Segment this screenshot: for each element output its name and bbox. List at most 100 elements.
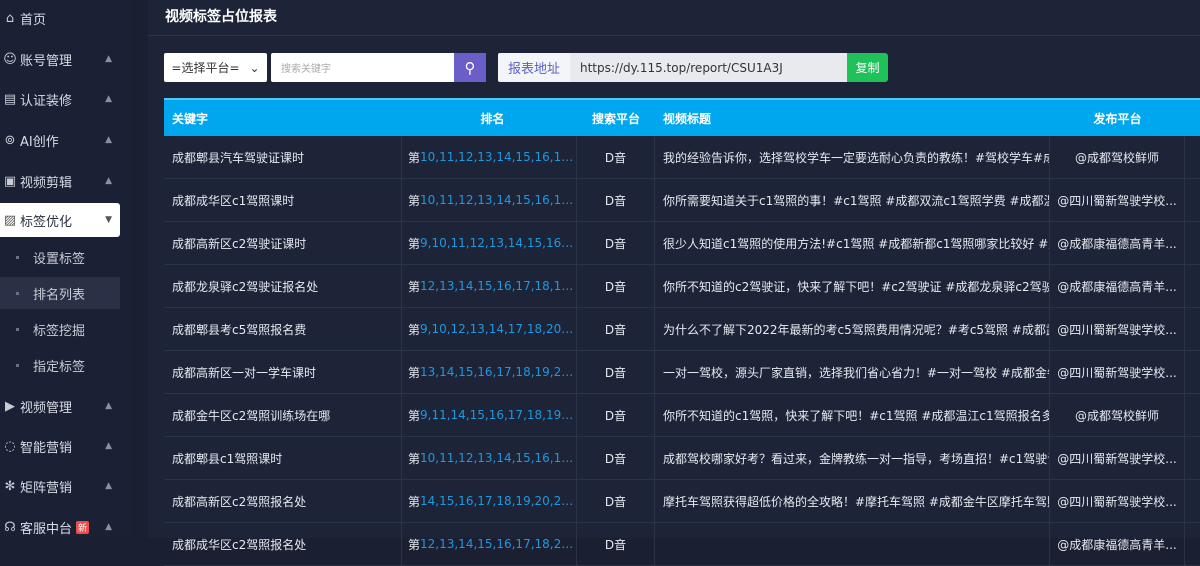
rank-values: 13,14,15,16,17,18,19,20,2... bbox=[420, 365, 576, 379]
publisher-name[interactable]: @成都驾校鲜师 bbox=[1074, 150, 1159, 165]
new-badge: 新 bbox=[76, 520, 90, 534]
sidebar-item-0[interactable]: ⌂ 首页 bbox=[0, 1, 120, 35]
publisher-name[interactable]: @四川蜀新驾驶学校... bbox=[1057, 322, 1177, 337]
caret-up-icon: ▲ bbox=[105, 522, 112, 532]
table-row[interactable]: 成都郫县c1驾照课时 第 10,11,12,13,14,15,16,17,1...… bbox=[164, 437, 1200, 480]
sidebar-item-8[interactable]: ✻ 矩阵营销 ▲ bbox=[0, 469, 120, 503]
rank-values: 9,10,12,13,14,17,18,20,21,... bbox=[420, 322, 576, 336]
cell-title: 你所不知道的c1驾照，快来了解下吧！#c1驾照 #成都温江c1驾照报名多少钱 bbox=[655, 394, 1050, 436]
page-title: 视频标签占位报表 bbox=[165, 9, 277, 25]
search-icon: ⚲ bbox=[464, 58, 476, 77]
sidebar-item-2[interactable]: ▤ 认证装修 ▲ bbox=[0, 82, 120, 116]
publisher-name[interactable]: @成都康福德高青羊... bbox=[1057, 279, 1177, 294]
submenu-label: 指定标签 bbox=[33, 359, 86, 375]
submenu-item-0[interactable]: 设置标签 bbox=[0, 241, 120, 273]
cell-keyword: 成都高新区c2驾照报名处 bbox=[164, 480, 402, 522]
sidebar-item-label: 视频剪辑 bbox=[20, 175, 73, 191]
cell-rank: 第 12,13,14,15,16,17,18,21,2... bbox=[402, 523, 577, 565]
submenu-item-1[interactable]: 排名列表 bbox=[0, 277, 120, 309]
chat-icon: ◌ bbox=[4, 438, 16, 454]
video-title: 你所不知道的c1驾照，快来了解下吧！#c1驾照 #成都温江c1驾照报名多少钱 bbox=[663, 408, 1049, 423]
cell-keyword: 成都郫县c1驾照课时 bbox=[164, 437, 402, 479]
publisher-name[interactable]: @成都驾校鲜师 bbox=[1074, 408, 1159, 423]
platform-select[interactable]: =选择平台= ⌄ bbox=[164, 53, 267, 82]
cell-platform: D音 bbox=[577, 437, 655, 479]
ai-icon: ⊚ bbox=[4, 132, 16, 148]
sidebar-item-6[interactable]: ▶ 视频管理 ▲ bbox=[0, 389, 120, 423]
cell-publisher: @成都驾校鲜师 bbox=[1050, 394, 1185, 436]
main-panel: 视频标签占位报表 =选择平台= ⌄ 搜索关键字 ⚲ 报表地址 https://dy… bbox=[148, 0, 1200, 566]
publisher-name[interactable]: @四川蜀新驾驶学校... bbox=[1057, 365, 1177, 380]
header-platform[interactable]: 搜索平台 bbox=[591, 111, 640, 126]
search-button[interactable]: ⚲ bbox=[454, 53, 486, 82]
publisher-name[interactable]: @成都康福德高青羊... bbox=[1057, 236, 1177, 251]
table-row[interactable]: 成都郫县考c5驾照报名费 第9,10,12,13,14,17,18,20,21,… bbox=[164, 308, 1200, 351]
table-header: 关键字 排名 搜索平台 视频标题 发布平台 bbox=[164, 98, 1200, 136]
header-rank[interactable]: 排名 bbox=[480, 111, 505, 126]
header-keyword[interactable]: 关键字 bbox=[172, 111, 209, 126]
video-title: 很少人知道c1驾照的使用方法!#c1驾照 #成都新都c1驾照哪家比较好 #成都青 bbox=[663, 236, 1049, 251]
cell-keyword: 成都龙泉驿c2驾驶证报名处 bbox=[164, 265, 402, 307]
rank-prefix: 第 bbox=[408, 537, 421, 552]
cell-keyword: 成都郫县考c5驾照报名费 bbox=[164, 308, 402, 350]
table-row[interactable]: 成都成华区c2驾照报名处 第 12,13,14,15,16,17,18,21,2.… bbox=[164, 523, 1200, 566]
sidebar-item-label: 客服中台 bbox=[20, 521, 73, 537]
copy-button[interactable]: 复制 bbox=[847, 53, 888, 82]
rank-values: 12,13,14,15,16,17,18,19,2... bbox=[420, 279, 576, 293]
sidebar-item-9[interactable]: ☊ 客服中台新 ▲ bbox=[0, 510, 120, 544]
report-table: 关键字 排名 搜索平台 视频标题 发布平台 成都郫县汽车驾驶证课时 第 10,11… bbox=[164, 98, 1200, 566]
cell-platform: D音 bbox=[577, 265, 655, 307]
header-title[interactable]: 视频标题 bbox=[663, 111, 712, 126]
publisher-name[interactable]: @成都康福德高青羊... bbox=[1057, 537, 1177, 552]
rank-prefix: 第 bbox=[408, 451, 421, 466]
divider bbox=[148, 35, 1200, 36]
chevron-down-icon: ⌄ bbox=[249, 60, 260, 75]
publisher-name[interactable]: @四川蜀新驾驶学校... bbox=[1057, 193, 1177, 208]
cell-rank: 第 13,14,15,16,17,18,19,20,2... bbox=[402, 351, 577, 393]
cell-rank: 第9,10,11,12,13,14,15,16,17,... bbox=[402, 222, 577, 264]
table-row[interactable]: 成都高新区c2驾驶证课时 第9,10,11,12,13,14,15,16,17,… bbox=[164, 222, 1200, 265]
caret-up-icon: ▲ bbox=[105, 54, 112, 64]
caret-up-icon: ▲ bbox=[105, 401, 112, 411]
rank-values: 10,11,12,13,14,15,16,17,1... bbox=[420, 193, 576, 207]
sidebar-item-7[interactable]: ◌ 智能营销 ▲ bbox=[0, 429, 120, 463]
publisher-name[interactable]: @四川蜀新驾驶学校... bbox=[1057, 451, 1177, 466]
rank-prefix: 第 bbox=[408, 150, 421, 165]
rank-values: 10,11,12,13,14,15,16,17,1... bbox=[420, 150, 576, 164]
users-icon: ☺ bbox=[3, 51, 17, 67]
sidebar-item-4[interactable]: ▣ 视频剪辑 ▲ bbox=[0, 164, 120, 198]
cell-publisher: @成都康福德高青羊... bbox=[1050, 222, 1185, 264]
header-publisher[interactable]: 发布平台 bbox=[1093, 111, 1142, 126]
table-row[interactable]: 成都金牛区c2驾照训练场在哪 第 9,11,14,15,16,17,18,19,2… bbox=[164, 394, 1200, 437]
sidebar-item-5[interactable]: ▨ 标签优化 ▼ bbox=[0, 203, 120, 237]
cell-platform: D音 bbox=[577, 136, 655, 178]
sidebar-item-label: 智能营销 bbox=[20, 440, 73, 456]
table-row[interactable]: 成都郫县汽车驾驶证课时 第 10,11,12,13,14,15,16,17,1..… bbox=[164, 136, 1200, 179]
cell-title: 一对一驾校，源头厂家直销，选择我们省心省力！#一对一驾校 #成都金牛区- bbox=[655, 351, 1050, 393]
cell-publisher: @四川蜀新驾驶学校... bbox=[1050, 308, 1185, 350]
table-row[interactable]: 成都高新区c2驾照报名处 第 14,15,16,17,18,19,20,21,2.… bbox=[164, 480, 1200, 523]
rank-values: 14,15,16,17,18,19,20,21,2... bbox=[420, 494, 576, 508]
table-row[interactable]: 成都成华区c1驾照课时 第 10,11,12,13,14,15,16,17,1..… bbox=[164, 179, 1200, 222]
submenu-item-3[interactable]: 指定标签 bbox=[0, 349, 120, 381]
sidebar-item-3[interactable]: ⊚ AI创作 ▲ bbox=[0, 123, 120, 157]
cell-keyword: 成都成华区c1驾照课时 bbox=[164, 179, 402, 221]
cell-platform: D音 bbox=[577, 351, 655, 393]
tag-optimize-icon: ▨ bbox=[3, 212, 17, 228]
cell-publisher: @四川蜀新驾驶学校... bbox=[1050, 437, 1185, 479]
sidebar-item-label: AI创作 bbox=[20, 134, 59, 150]
submenu-item-2[interactable]: 标签挖掘 bbox=[0, 313, 120, 345]
cell-keyword: 成都高新区一对一学车课时 bbox=[164, 351, 402, 393]
table-row[interactable]: 成都龙泉驿c2驾驶证报名处 第 12,13,14,15,16,17,18,19,2… bbox=[164, 265, 1200, 308]
cell-rank: 第 12,13,14,15,16,17,18,19,2... bbox=[402, 265, 577, 307]
sidebar-item-1[interactable]: ☺ 账号管理 ▲ bbox=[0, 42, 120, 76]
table-row[interactable]: 成都高新区一对一学车课时 第 13,14,15,16,17,18,19,20,2.… bbox=[164, 351, 1200, 394]
bullet-icon bbox=[16, 255, 19, 259]
search-input[interactable]: 搜索关键字 bbox=[271, 53, 456, 82]
cell-title: 成都驾校哪家好考？看过来，金牌教练一对一指导，考场直招！#c1驾驶证#成 bbox=[655, 437, 1050, 479]
video-title: 一对一驾校，源头厂家直销，选择我们省心省力！#一对一驾校 #成都金牛区- bbox=[663, 365, 1049, 380]
report-url-field[interactable]: https://dy.115.top/report/CSU1A3J bbox=[570, 53, 847, 82]
publisher-name[interactable]: @四川蜀新驾驶学校... bbox=[1057, 494, 1177, 509]
submenu-label: 标签挖掘 bbox=[33, 323, 86, 339]
rank-values: 9,11,14,15,16,17,18,19,20,... bbox=[420, 408, 576, 422]
